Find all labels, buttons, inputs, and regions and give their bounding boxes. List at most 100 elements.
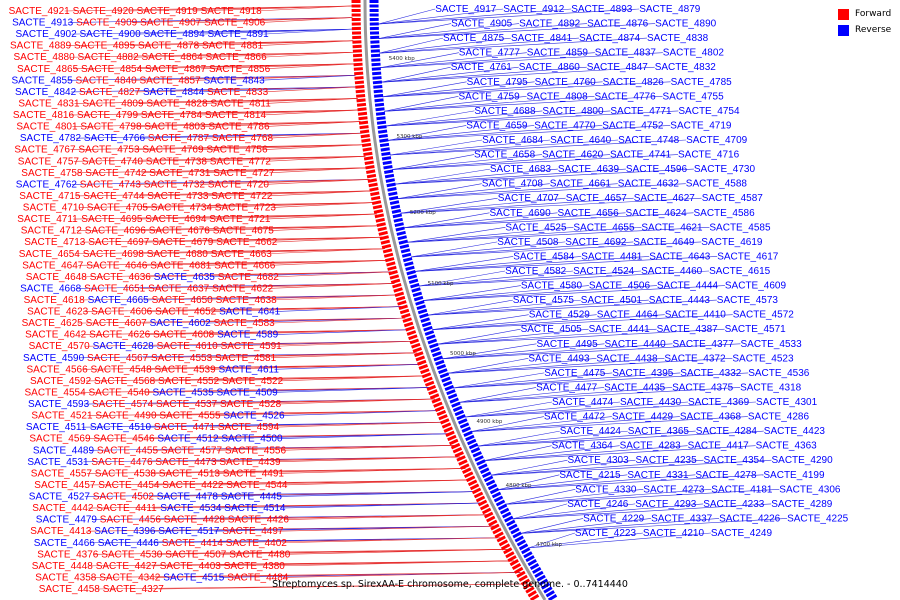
leader-line [198, 86, 357, 93]
gene-label: SACTE_4495 [537, 339, 599, 350]
gene-label: SACTE_4278 [695, 470, 757, 481]
gene-label: SACTE_4842 [15, 87, 77, 98]
leader-line [260, 109, 359, 116]
gene-label: SACTE_4502 [93, 492, 155, 503]
gene-label: SACTE_4787 [148, 133, 210, 144]
leader-line [195, 75, 356, 81]
legend-reverse-label: Reverse [855, 25, 892, 35]
leader-line [135, 28, 353, 35]
gene-label: SACTE_4905 [451, 19, 513, 30]
gene-label: SACTE_4556 [225, 445, 287, 456]
leader-line [380, 52, 663, 68]
gene-label: SACTE_4526 [223, 411, 285, 422]
leader-line [276, 340, 413, 347]
leader-line [392, 154, 543, 170]
leader-line [381, 66, 655, 83]
gene-label: SACTE_4417 [688, 441, 750, 452]
gene-label: SACTE_4380 [224, 561, 286, 572]
leader-line [497, 474, 764, 491]
leader-line [258, 40, 354, 46]
leader-line [209, 421, 445, 428]
leader-line [382, 81, 671, 98]
gene-label: SACTE_4626 [89, 330, 151, 341]
gene-label: SACTE_4753 [78, 145, 140, 156]
leader-line [280, 444, 455, 451]
leader-line [380, 52, 459, 68]
gene-label: SACTE_4741 [610, 150, 672, 161]
gene-label: SACTE_4273 [643, 484, 705, 495]
gene-label: SACTE_4800 [542, 106, 604, 117]
gene-label: SACTE_4720 [208, 179, 270, 190]
leader-line [382, 81, 535, 98]
leader-line [512, 503, 772, 520]
leader-line [400, 197, 702, 214]
gene-label: SACTE_4457 [34, 480, 96, 491]
leader-line [271, 294, 398, 301]
leader-line [464, 401, 757, 418]
gene-label: SACTE_4769 [142, 145, 204, 156]
leader-line [267, 190, 372, 197]
leader-line [471, 416, 680, 432]
gene-label: SACTE_4828 [146, 99, 208, 110]
gene-label: SACTE_4594 [218, 422, 280, 433]
gene-label: SACTE_4772 [210, 156, 272, 167]
gene-label: SACTE_4536 [748, 368, 810, 379]
gene-label: SACTE_4759 [459, 91, 521, 102]
leader-line [134, 144, 364, 151]
leader-line [379, 37, 511, 54]
leader-line [384, 96, 595, 112]
leader-line [442, 343, 741, 360]
gene-label: SACTE_4608 [153, 330, 215, 341]
gene-label: SACTE_4567 [87, 353, 149, 364]
leader-line [273, 421, 445, 428]
gene-label: SACTE_4771 [610, 106, 672, 117]
leader-line [269, 167, 368, 174]
gene-label: SACTE_4636 [90, 272, 152, 283]
gene-label: SACTE_4478 [157, 492, 219, 503]
gene-label: SACTE_4651 [84, 283, 146, 294]
gene-label: SACTE_4443 [649, 295, 711, 306]
gene-label: SACTE_4424 [560, 426, 622, 437]
gene-label: SACTE_4428 [164, 515, 226, 526]
leader-line [256, 5, 353, 12]
gene-label: SACTE_4675 [213, 226, 275, 237]
leader-line [137, 155, 366, 162]
gene-label: SACTE_4471 [154, 422, 216, 433]
kbp-tick-label: 5300 kbp [397, 134, 423, 140]
gene-label: SACTE_4917 [435, 4, 497, 15]
gene-label: SACTE_4902 [16, 29, 78, 40]
gene-label: SACTE_4610 [157, 341, 219, 352]
leader-line [208, 236, 383, 243]
gene-label: SACTE_4571 [725, 324, 787, 335]
gene-label: SACTE_4697 [88, 237, 150, 248]
gene-label: SACTE_4840 [76, 75, 138, 86]
gene-label: SACTE_4650 [152, 295, 214, 306]
leader-line [131, 75, 356, 81]
gene-label: SACTE_4770 [534, 120, 596, 131]
leader-line [400, 197, 566, 214]
leader-line [397, 183, 550, 199]
leader-line [212, 340, 413, 347]
gene-label: SACTE_4479 [36, 515, 98, 526]
leader-line [414, 256, 514, 272]
gene-label: SACTE_4731 [149, 168, 211, 179]
gene-label: SACTE_4588 [686, 179, 748, 190]
gene-label: SACTE_4752 [602, 120, 664, 131]
gene-label: SACTE_4711 [17, 214, 78, 225]
leader-line [278, 525, 495, 532]
leader-line [381, 66, 451, 83]
gene-label: SACTE_4445 [221, 492, 283, 503]
gene-label: SACTE_4661 [550, 179, 612, 190]
leader-line [410, 241, 702, 258]
leader-line [379, 37, 647, 54]
gene-label: SACTE_4589 [217, 330, 279, 341]
gene-label: SACTE_4864 [142, 52, 204, 63]
leader-line [512, 503, 704, 520]
gene-label: SACTE_4684 [482, 135, 544, 146]
leader-line [442, 343, 673, 360]
leader-line [484, 445, 552, 461]
leader-line [407, 227, 506, 243]
gene-label: SACTE_4641 [219, 307, 281, 318]
leader-line [418, 270, 642, 287]
gene-label: SACTE_4874 [579, 33, 641, 44]
